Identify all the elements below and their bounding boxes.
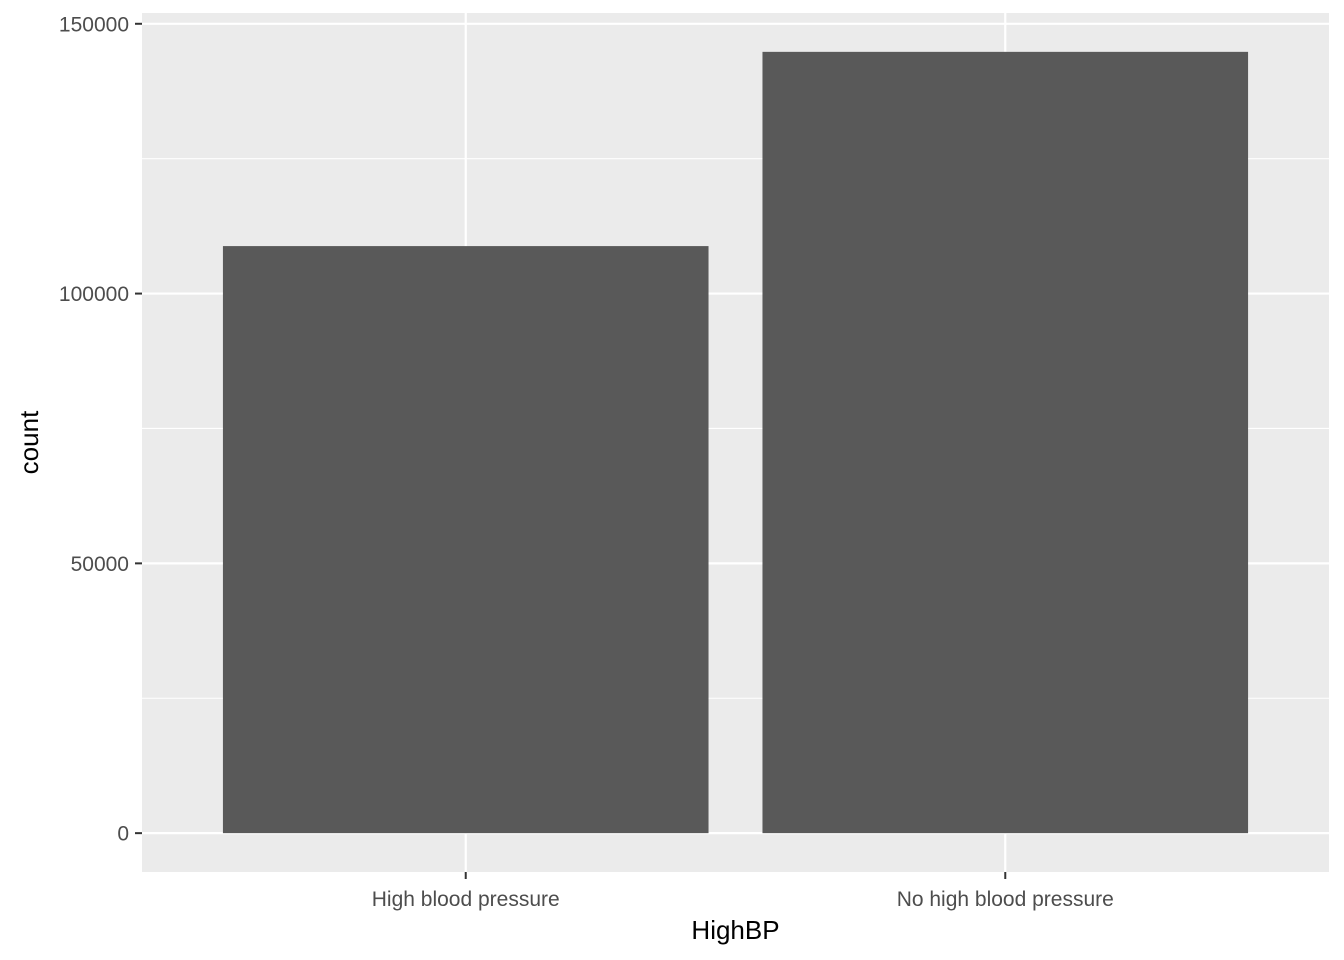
bar	[222, 246, 709, 834]
y-axis-title: count	[14, 410, 44, 474]
y-tick-label: 150000	[59, 13, 129, 36]
x-axis: High blood pressure No high blood pressur…	[372, 872, 1114, 911]
y-axis: 0 50000 100000 150000	[59, 13, 142, 846]
bars	[222, 51, 1249, 834]
x-axis-title: HighBP	[691, 915, 779, 945]
bar	[762, 51, 1249, 834]
x-tick-label: High blood pressure	[372, 888, 560, 911]
y-tick-label: 100000	[59, 283, 129, 306]
y-tick-label: 0	[117, 823, 129, 846]
x-tick-label: No high blood pressure	[897, 888, 1114, 911]
y-tick-label: 50000	[71, 553, 129, 576]
